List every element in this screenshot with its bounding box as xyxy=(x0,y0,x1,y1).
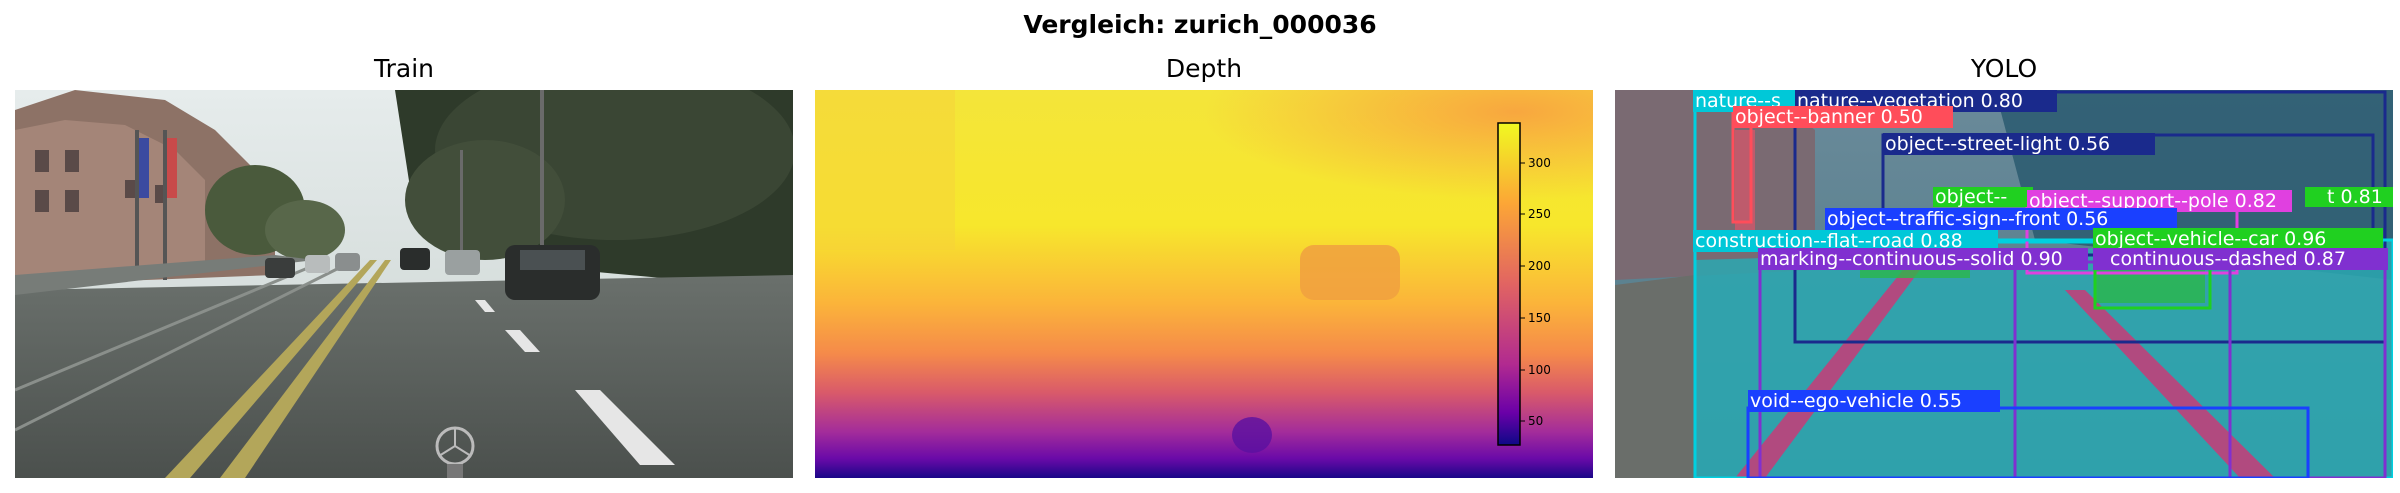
colorbar-ticks: 300 250 200 150 100 50 xyxy=(1520,156,1551,428)
yolo-image: nature--s nature--vegetation 0.80 object… xyxy=(1615,90,2393,478)
detection-label: construction--flat--road 0.88 xyxy=(1695,230,1963,252)
detection-label: object--support--pole 0.82 xyxy=(2029,190,2277,212)
detection-label: object--banner 0.50 xyxy=(1735,106,1923,128)
panel-title-train: Train xyxy=(374,54,434,83)
detection-label: object-- xyxy=(1935,186,2007,208)
depth-image: 300 250 200 150 100 50 xyxy=(815,90,1593,478)
colorbar-tick-200: 200 xyxy=(1528,259,1551,273)
detection-label: object--traffic-sign--front 0.56 xyxy=(1827,208,2108,230)
colorbar-tick-300: 300 xyxy=(1528,156,1551,170)
colorbar-tick-50: 50 xyxy=(1528,414,1543,428)
figure-title: Vergleich: zurich_000036 xyxy=(1023,10,1377,39)
detection-labels: nature--s nature--vegetation 0.80 object… xyxy=(1693,90,2393,412)
detection-label: void--ego-vehicle 0.55 xyxy=(1750,390,1962,412)
detection-label: continuous--dashed 0.87 xyxy=(2110,248,2346,270)
detection-label: marking--continuous--solid 0.90 xyxy=(1760,248,2063,270)
colorbar-tick-250: 250 xyxy=(1528,207,1551,221)
detection-label: t 0.81 xyxy=(2327,186,2383,208)
panel-title-depth: Depth xyxy=(1165,54,1243,83)
colorbar-tick-100: 100 xyxy=(1528,363,1551,377)
detection-label: object--street-light 0.56 xyxy=(1885,133,2110,155)
colorbar-tick-150: 150 xyxy=(1528,311,1551,325)
panel-title-yolo: YOLO xyxy=(1970,54,2038,83)
detection-label: object--vehicle--car 0.96 xyxy=(2095,228,2326,250)
train-image xyxy=(15,90,793,478)
